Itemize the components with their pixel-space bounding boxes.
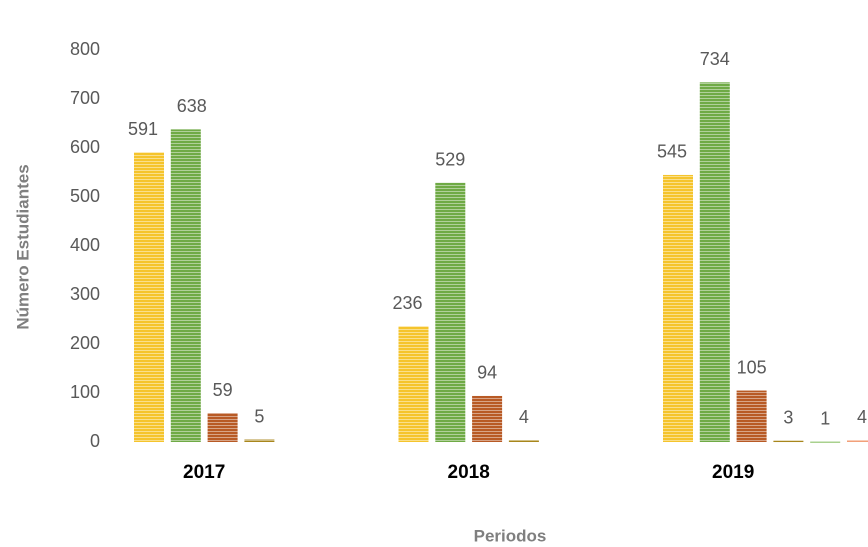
y-tick-label: 300: [70, 284, 100, 304]
data-label: 591: [128, 119, 158, 139]
y-tick-label: 200: [70, 333, 100, 353]
bar: [847, 440, 868, 442]
data-label: 638: [177, 96, 207, 116]
data-label: 529: [435, 150, 465, 170]
bar: [508, 440, 539, 442]
bar: [472, 395, 503, 442]
x-tick-label: 2019: [712, 462, 754, 483]
bar: [699, 82, 730, 442]
data-label: 59: [213, 380, 233, 400]
bar: [663, 174, 693, 442]
y-axis-title: Número Estudiantes: [13, 164, 32, 329]
bar: [736, 390, 767, 442]
data-label: 1: [820, 408, 830, 428]
y-tick-label: 0: [90, 431, 100, 451]
y-tick-label: 100: [70, 382, 100, 402]
y-tick-label: 500: [70, 186, 100, 206]
data-label: 545: [657, 142, 687, 162]
data-label: 4: [857, 407, 867, 427]
data-label: 105: [737, 357, 767, 377]
data-label: 5: [254, 406, 264, 426]
y-tick-label: 700: [70, 88, 100, 108]
bar: [435, 182, 466, 443]
data-label: 4: [519, 407, 529, 427]
y-tick-label: 800: [70, 39, 100, 59]
bar: [810, 441, 841, 444]
y-tick-label: 400: [70, 235, 100, 255]
bar: [773, 440, 804, 443]
bar: [134, 152, 164, 442]
x-axis-title: Periodos: [474, 526, 547, 545]
y-tick-label: 600: [70, 137, 100, 157]
bar: [398, 326, 429, 442]
bar: [170, 129, 201, 442]
data-label: 94: [477, 363, 497, 383]
x-tick-label: 2018: [448, 462, 490, 483]
bar: [207, 413, 238, 442]
bar: [244, 439, 275, 442]
data-label: 236: [392, 293, 422, 313]
x-tick-label: 2017: [183, 462, 225, 483]
data-label: 3: [783, 407, 793, 427]
data-label: 734: [700, 49, 730, 69]
